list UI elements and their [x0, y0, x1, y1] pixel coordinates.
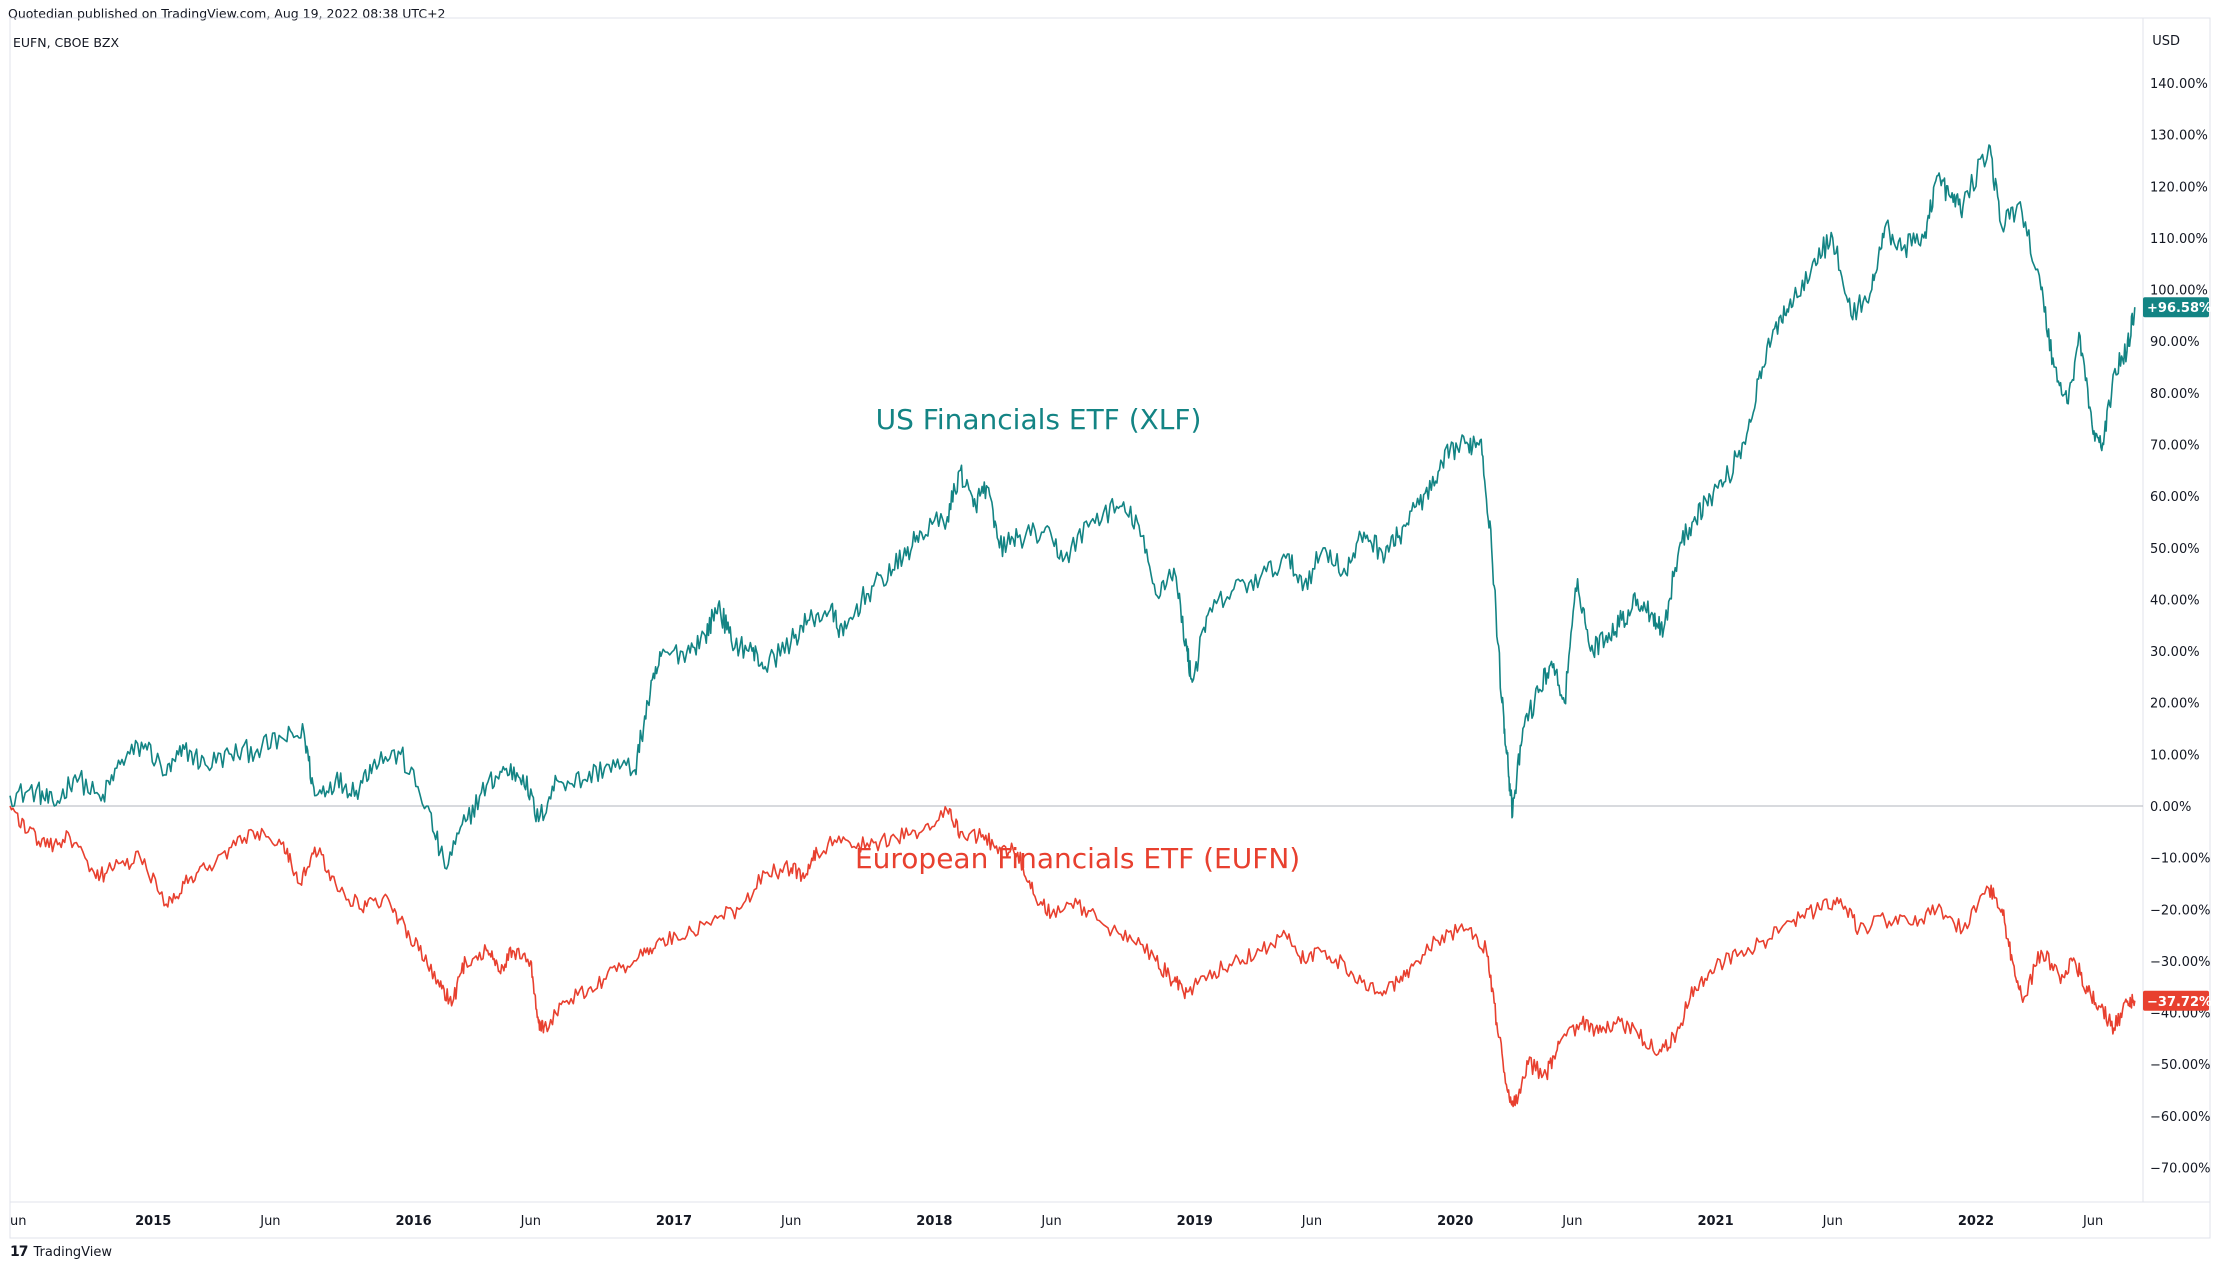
x-tick-label: 2018: [916, 1214, 952, 1229]
x-tick-label: 2017: [656, 1214, 692, 1229]
x-tick-label: Jun: [1301, 1214, 1322, 1229]
x-tick-label: 2022: [1958, 1214, 1994, 1229]
x-tick-label: 2020: [1437, 1214, 1473, 1229]
y-tick-label: 100.00%: [2150, 284, 2208, 299]
x-tick-label: Jun: [1561, 1214, 1582, 1229]
y-tick-label: 80.00%: [2150, 387, 2200, 402]
last-value-badge-xlf: [2143, 297, 2209, 318]
y-tick-label: 130.00%: [2150, 129, 2208, 144]
series-layer: [9, 144, 2136, 1108]
y-tick-label: −50.00%: [2150, 1058, 2210, 1073]
x-tick-label: un: [10, 1214, 26, 1229]
x-axis: un 2015 Jun 2016 Jun 2017 Jun 2018 Jun 2019 Jun 202…: [10, 1214, 2103, 1229]
y-tick-label: 70.00%: [2150, 439, 2200, 454]
x-tick-label: 2021: [1697, 1214, 1733, 1229]
y-tick-label: −70.00%: [2150, 1162, 2210, 1177]
x-tick-label: Jun: [2082, 1214, 2103, 1229]
chart-border: [9, 17, 2211, 1239]
tradingview-logo[interactable]: 17 TradingView: [10, 1244, 112, 1260]
tradingview-brand: TradingView: [33, 1244, 113, 1260]
y-tick-label: 30.00%: [2150, 645, 2200, 660]
y-tick-label: −20.00%: [2150, 903, 2210, 918]
x-tick-label: 2019: [1177, 1214, 1213, 1229]
last-value-text-eufn: −37.72%: [2147, 995, 2212, 1010]
x-tick-label: Jun: [780, 1214, 801, 1229]
y-axis: 140.00% 130.00% 120.00% 110.00% 100.00% 90.00…: [2150, 77, 2210, 1177]
y-tick-label: −10.00%: [2150, 852, 2210, 867]
last-value-badge-eufn: [2143, 990, 2209, 1011]
y-tick-label: 0.00%: [2150, 800, 2191, 815]
x-tick-label: Jun: [1040, 1214, 1061, 1229]
annotations: US Financials ETF (XLF) European Financia…: [855, 403, 1300, 875]
x-tick-label: 2015: [135, 1214, 171, 1229]
y-tick-label: 110.00%: [2150, 232, 2208, 247]
y-tick-label: 60.00%: [2150, 490, 2200, 505]
y-tick-label: 20.00%: [2150, 697, 2200, 712]
y-tick-label: 140.00%: [2150, 77, 2208, 92]
x-tick-label: Jun: [1822, 1214, 1843, 1229]
series-line-xlf[interactable]: [9, 144, 2136, 870]
y-tick-label: −30.00%: [2150, 955, 2210, 970]
y-tick-label: 90.00%: [2150, 335, 2200, 350]
currency-label: USD: [2152, 34, 2180, 49]
last-value-text-xlf: +96.58%: [2147, 301, 2212, 316]
x-tick-label: Jun: [520, 1214, 541, 1229]
y-tick-label: 120.00%: [2150, 180, 2208, 195]
x-tick-label: 2016: [396, 1214, 432, 1229]
y-tick-label: −60.00%: [2150, 1110, 2210, 1125]
published-note: Quotedian published on TradingView.com, …: [8, 6, 446, 21]
annotation-xlf: US Financials ETF (XLF): [876, 403, 1202, 436]
symbol-label[interactable]: EUFN, CBOE BZX: [13, 35, 120, 50]
y-tick-label: 50.00%: [2150, 542, 2200, 557]
y-tick-label: 40.00%: [2150, 593, 2200, 608]
y-tick-label: 10.00%: [2150, 748, 2200, 763]
series-line-eufn[interactable]: [9, 805, 2136, 1108]
annotation-eufn: European Financials ETF (EUFN): [855, 842, 1300, 875]
last-value-badges: +96.58% −37.72%: [2143, 297, 2212, 1011]
x-tick-label: Jun: [259, 1214, 280, 1229]
tradingview-mark-icon: 17: [10, 1244, 29, 1260]
